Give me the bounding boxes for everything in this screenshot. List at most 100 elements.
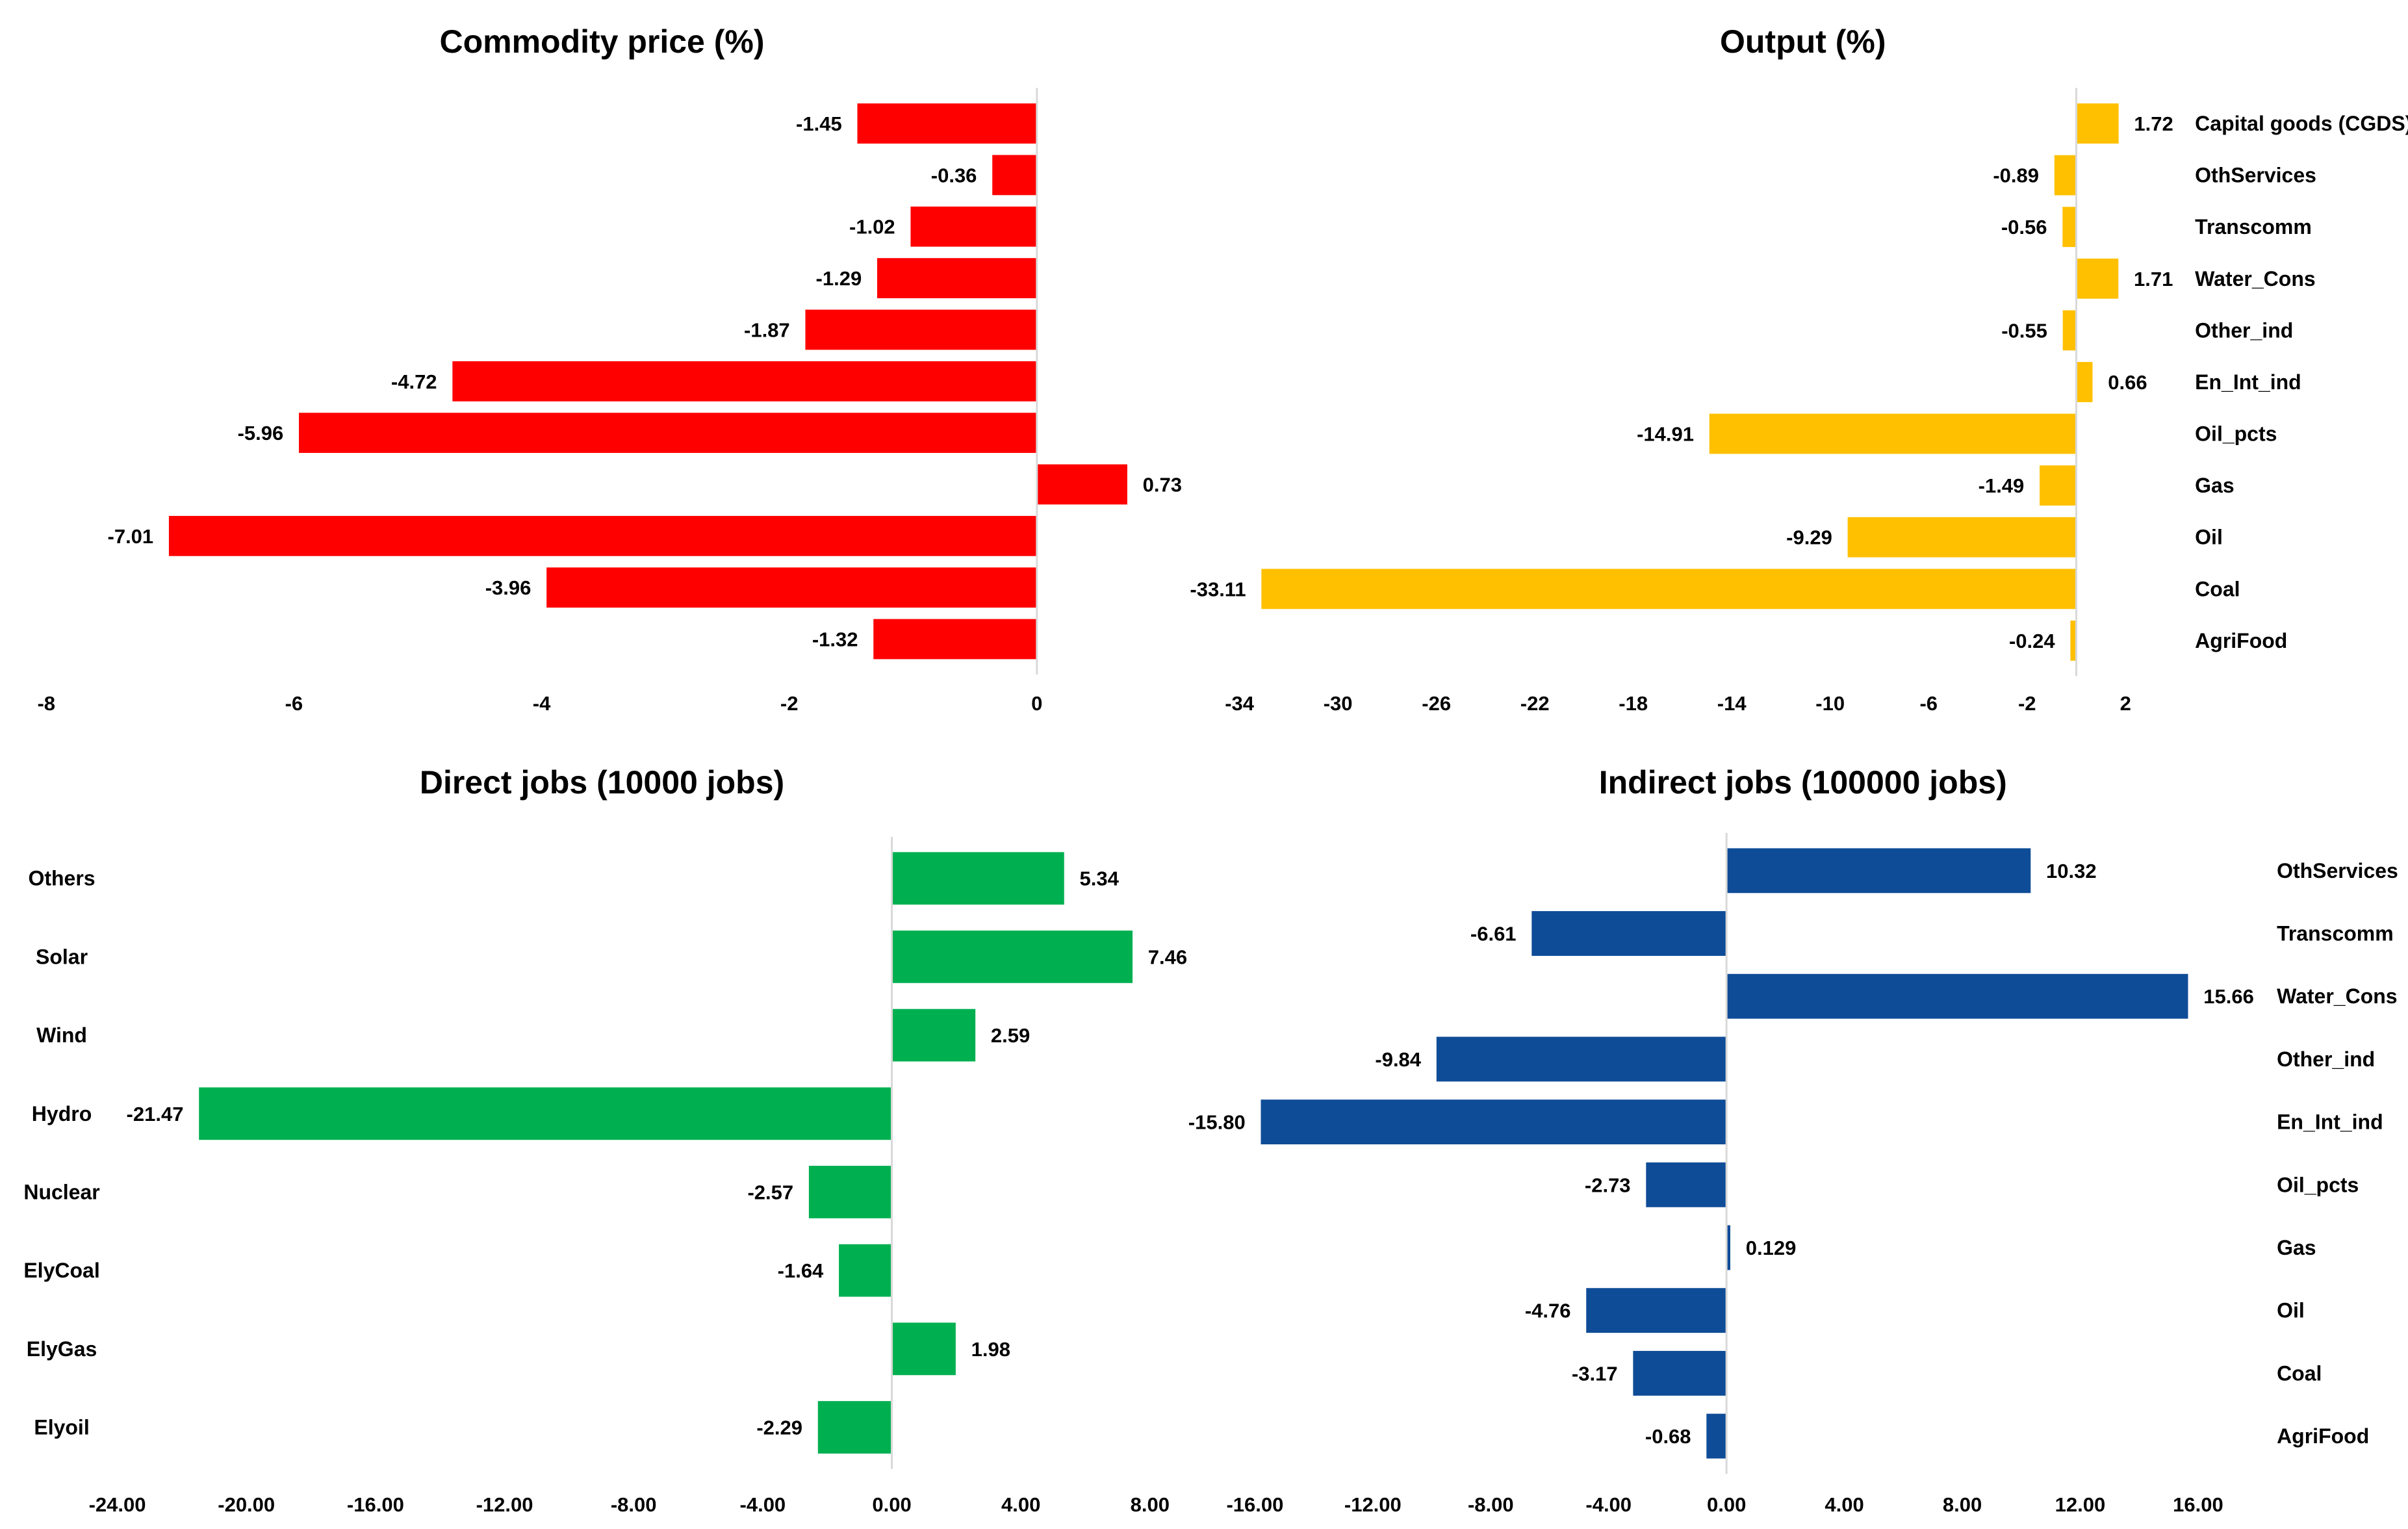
indirect-jobs-chart: Indirect jobs (100000 jobs) 10.32 OthServi… xyxy=(1188,764,2398,1516)
data-label: -9.84 xyxy=(1375,1048,1421,1071)
data-label: 0.129 xyxy=(1746,1237,1797,1259)
category-label: Other_ind xyxy=(2277,1047,2375,1071)
bar xyxy=(891,852,1064,905)
data-label: -0.55 xyxy=(2001,319,2047,342)
category-label: Coal xyxy=(2195,577,2240,600)
data-label: -2.57 xyxy=(747,1181,793,1203)
data-label: -1.32 xyxy=(812,628,858,651)
category-label: ElyGas xyxy=(27,1337,97,1361)
x-tick-label: -18 xyxy=(1619,692,1648,715)
bar xyxy=(891,1009,976,1062)
x-tick-label: -8.00 xyxy=(1468,1493,1514,1516)
category-label: Coal xyxy=(2277,1361,2322,1385)
data-label: 0.66 xyxy=(2108,371,2147,394)
bar xyxy=(1261,1099,1727,1145)
bar xyxy=(1633,1350,1727,1396)
bar xyxy=(2040,465,2077,506)
category-label: Others xyxy=(28,867,95,890)
bar xyxy=(199,1087,892,1140)
x-tick-label: -2 xyxy=(780,692,799,715)
data-label: 1.98 xyxy=(971,1338,1010,1361)
category-label: En_Int_ind xyxy=(2277,1111,2383,1134)
data-label: -0.68 xyxy=(1645,1425,1691,1448)
data-label: -1.02 xyxy=(849,216,895,238)
x-tick-label: -2 xyxy=(2018,692,2036,715)
data-label: -33.11 xyxy=(1190,578,1246,600)
bar xyxy=(1531,911,1727,956)
bar xyxy=(839,1244,892,1297)
bar xyxy=(1436,1036,1727,1082)
direct-jobs-chart: Direct jobs (10000 jobs) 5.34 Others 7.46 So… xyxy=(23,764,1187,1516)
x-tick-label: 16.00 xyxy=(2173,1493,2223,1516)
data-label: -3.96 xyxy=(485,576,532,599)
bar xyxy=(873,619,1037,660)
category-label: AgriFood xyxy=(2277,1424,2369,1448)
x-tick-label: -22 xyxy=(1520,692,1550,715)
bar xyxy=(2076,103,2119,144)
data-label: 0.73 xyxy=(1143,473,1182,496)
bar xyxy=(299,413,1037,454)
data-label: -1.49 xyxy=(1979,474,2025,497)
category-label: AgriFood xyxy=(2195,629,2287,652)
x-tick-label: -4 xyxy=(533,692,551,715)
x-tick-label: -10 xyxy=(1815,692,1845,715)
data-label: -1.45 xyxy=(796,112,842,135)
x-tick-label: 2 xyxy=(2120,692,2131,715)
category-label: OthServices xyxy=(2277,859,2398,882)
x-tick-label: 4.00 xyxy=(1001,1493,1040,1516)
commodity-price-chart: Commodity price (%) -1.45 -0.36 -1.02 -1.29 -… xyxy=(37,23,1182,715)
x-tick-label: -8 xyxy=(37,692,55,715)
chart-title: Indirect jobs (100000 jobs) xyxy=(1599,764,2007,801)
category-label: Oil_pcts xyxy=(2195,422,2277,446)
bar xyxy=(2076,362,2093,402)
category-label: ElyCoal xyxy=(23,1259,99,1282)
category-label: Hydro xyxy=(32,1102,92,1125)
bar xyxy=(877,258,1037,298)
bar xyxy=(2062,310,2077,351)
x-tick-label: -6 xyxy=(1919,692,1938,715)
data-label: -0.56 xyxy=(2001,216,2047,238)
bar xyxy=(805,309,1037,350)
bar xyxy=(1586,1288,1727,1333)
data-label: -4.72 xyxy=(391,370,437,393)
data-label: -2.73 xyxy=(1585,1174,1631,1196)
category-label: Other_ind xyxy=(2195,318,2293,342)
bar xyxy=(546,567,1037,608)
x-tick-label: -8.00 xyxy=(611,1493,657,1516)
data-label: -0.24 xyxy=(2009,630,2055,652)
bar xyxy=(992,155,1037,196)
bar xyxy=(817,1401,892,1454)
bar xyxy=(1847,517,2077,558)
category-label: Gas xyxy=(2195,474,2234,497)
bar xyxy=(2054,155,2077,196)
bar xyxy=(452,361,1037,402)
data-label: -1.87 xyxy=(744,318,790,341)
data-label: -3.17 xyxy=(1572,1362,1618,1385)
bar xyxy=(891,1322,956,1376)
data-label: 2.59 xyxy=(991,1024,1030,1047)
data-label: -0.36 xyxy=(931,164,977,186)
bar xyxy=(910,206,1037,247)
output-chart: Output (%) 1.72 Capital goods (CGDS) -0.89 O… xyxy=(1190,23,2408,715)
chart-title: Output (%) xyxy=(1720,23,1886,60)
x-tick-label: -16.00 xyxy=(347,1493,404,1516)
x-tick-label: 0 xyxy=(1031,692,1042,715)
bar xyxy=(2062,207,2077,248)
data-label: -1.29 xyxy=(816,267,862,290)
x-tick-label: 4.00 xyxy=(1825,1493,1864,1516)
category-label: Capital goods (CGDS) xyxy=(2195,112,2408,135)
x-tick-label: 8.00 xyxy=(1131,1493,1170,1516)
x-tick-label: -12.00 xyxy=(476,1493,533,1516)
x-tick-label: -20.00 xyxy=(218,1493,275,1516)
category-label: Solar xyxy=(36,945,88,968)
x-tick-label: 12.00 xyxy=(2055,1493,2106,1516)
x-tick-label: 8.00 xyxy=(1943,1493,1982,1516)
data-label: -15.80 xyxy=(1188,1111,1246,1134)
bar xyxy=(2070,621,2077,661)
x-tick-label: -4.00 xyxy=(1585,1493,1632,1516)
data-label: -2.29 xyxy=(756,1417,802,1439)
data-label: -21.47 xyxy=(127,1103,184,1125)
data-label: -7.01 xyxy=(108,525,154,548)
bar xyxy=(1726,848,2031,893)
category-label: Oil xyxy=(2277,1299,2305,1322)
